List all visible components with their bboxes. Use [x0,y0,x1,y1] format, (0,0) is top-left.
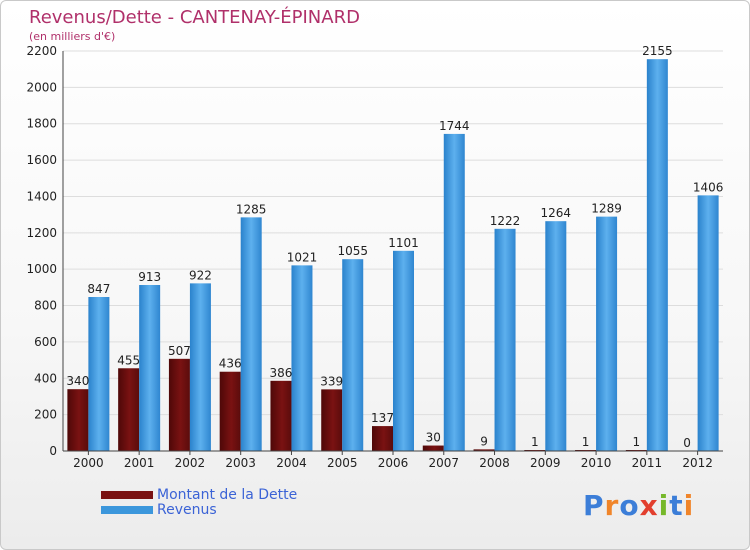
revenus-bar [240,217,262,451]
revenus-bar [545,221,567,451]
x-tick-label: 2011 [632,456,663,470]
value-label: 913 [138,270,161,284]
value-label: 30 [426,431,441,445]
x-tick-label: 2012 [682,456,713,470]
logo-letter: x [639,489,659,522]
y-tick-label: 800 [34,299,57,313]
revenus-bar [342,259,364,451]
y-tick-label: 200 [34,408,57,422]
value-label: 1055 [337,244,368,258]
y-tick-label: 1400 [26,189,57,203]
legend-swatch-revenus [101,505,153,514]
x-tick-label: 2010 [581,456,612,470]
logo-letter: i [658,489,670,522]
value-label: 1264 [541,206,572,220]
revenus-bar [596,216,618,451]
x-tick-label: 2006 [378,456,409,470]
value-label: 1 [582,435,590,449]
value-label: 455 [117,353,140,367]
value-label: 0 [683,436,691,450]
value-label: 1289 [591,202,622,216]
value-label: 1285 [236,202,267,216]
legend: Montant de la Dette Revenus [101,486,298,518]
revenus-bar [697,195,719,451]
x-tick-label: 2002 [175,456,206,470]
logo-letter: i [683,489,695,522]
value-label: 1101 [388,236,419,250]
value-label: 1021 [287,250,318,264]
value-label: 847 [87,282,110,296]
revenus-bar [88,297,110,451]
y-tick-label: 1000 [26,262,57,276]
legend-item-dette: Montant de la Dette [101,486,298,503]
dette-bar [118,368,140,451]
dette-bar [321,389,343,451]
logo-letter: P [583,489,605,522]
value-label: 436 [219,357,242,371]
y-tick-label: 1600 [26,153,57,167]
x-tick-label: 2007 [428,456,459,470]
logo-letter: t [669,489,684,522]
value-label: 1406 [693,180,724,194]
value-label: 137 [371,411,394,425]
revenus-bar [189,283,211,451]
dette-bar [270,380,292,451]
chart-subtitle: (en milliers d'€) [29,30,116,43]
dette-bar [372,426,393,451]
x-tick-label: 2003 [225,456,256,470]
value-labels: 340 847 455 913 507 922 436 1285 386 1021 339 1055 1… [66,44,723,450]
legend-item-revenus: Revenus [101,501,297,518]
legend-label-dette: Montant de la Dette [157,486,298,503]
logo-letter: o [619,489,640,522]
logo-letter: r [604,489,620,522]
chart-title: Revenus/Dette - CANTENAY-ÉPINARD [29,7,360,28]
value-label: 340 [66,374,89,388]
x-tick-label: 2000 [73,456,104,470]
dette-bar [168,358,190,451]
value-label: 1222 [490,214,521,228]
y-axis: 0 200 400 600 800 1000 1200 1400 1600 1800 2000 220… [26,44,64,458]
y-tick-label: 1200 [26,226,57,240]
x-tick-label: 2008 [479,456,510,470]
y-tick-label: 2000 [26,80,57,94]
revenus-bar [494,228,516,451]
legend-swatch-dette [101,490,153,499]
x-tick-label: 2005 [327,456,358,470]
value-label: 1 [531,435,539,449]
dette-bar [219,371,241,451]
x-tick-label: 2009 [530,456,561,470]
value-label: 922 [189,268,212,282]
dette-bar [422,445,444,451]
revenus-bar [646,59,668,451]
y-tick-label: 400 [34,371,57,385]
value-label: 9 [480,434,488,448]
x-tick-label: 2004 [276,456,307,470]
revenus-bar [291,265,313,451]
dette-bar [473,449,495,451]
legend-label-revenus: Revenus [157,501,217,518]
value-label: 339 [320,374,343,388]
dette-bar [67,389,89,451]
y-tick-label: 1800 [26,117,57,131]
y-tick-label: 0 [49,444,57,458]
revenus-bar [139,285,161,451]
value-label: 507 [168,344,191,358]
revenus-bar [443,133,465,451]
x-tick-label: 2001 [124,456,155,470]
bars [67,59,719,451]
revenus-bar [393,250,414,451]
value-label: 386 [270,366,293,380]
value-label: 2155 [642,44,673,58]
proxiti-logo: Proxiti [583,489,694,522]
value-label: 1 [633,435,641,449]
x-axis: 2000 2001 2002 2003 2004 2005 2006 2007 2008 2009… [63,450,723,470]
value-label: 1744 [439,119,470,133]
y-tick-label: 600 [34,335,57,349]
y-tick-label: 2200 [26,44,57,58]
